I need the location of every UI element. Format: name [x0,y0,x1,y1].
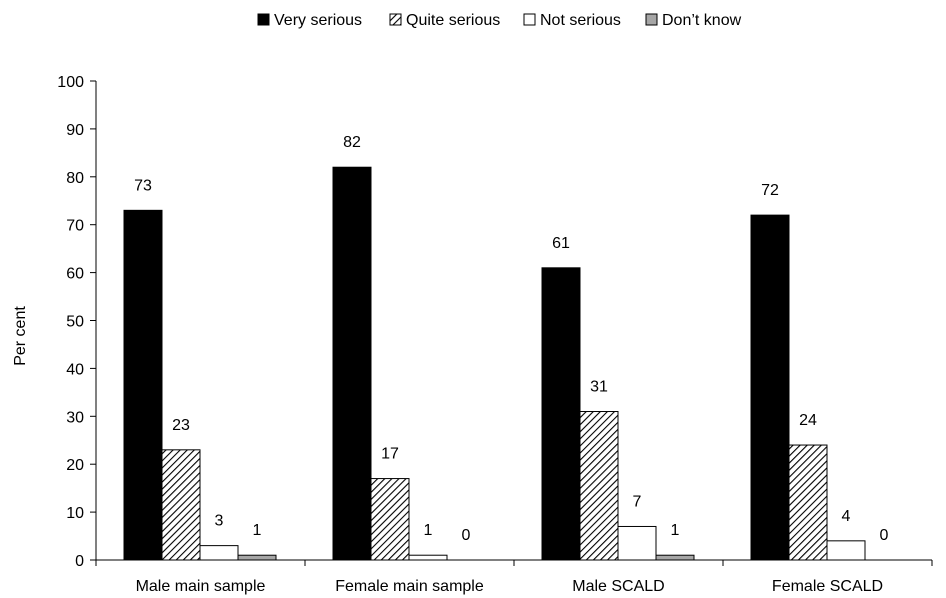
data-label: 72 [761,182,779,199]
data-label: 23 [172,417,190,434]
data-label: 73 [134,177,152,194]
y-tick-label: 0 [75,553,84,570]
bar [161,449,201,561]
data-label: 82 [343,134,361,151]
legend-label: Don’t know [662,12,742,29]
legend-swatch [257,13,270,26]
bar [237,554,277,561]
data-label: 1 [671,522,680,539]
bar [579,411,619,561]
y-tick-label: 30 [66,409,84,426]
y-tick-label: 20 [66,457,84,474]
data-label: 7 [633,493,642,510]
y-tick-label: 40 [66,361,84,378]
bars [123,166,866,561]
x-axis: Male main sample Female main sample Male S… [95,559,933,595]
data-label: 1 [253,522,262,539]
y-tick-label: 100 [57,74,84,91]
data-label: 24 [799,412,817,429]
y-tick-label: 90 [66,122,84,139]
data-label: 0 [880,527,889,544]
x-category-label: Male SCALD [572,578,664,595]
data-label: 17 [381,446,399,463]
bar [123,209,163,561]
bar [617,525,657,561]
x-category-label: Female SCALD [772,578,883,595]
bar [750,214,790,561]
legend: Very serious Quite serious Not serious Don’… [257,12,742,29]
y-axis-title: Per cent [12,306,29,366]
data-label: 31 [590,379,608,396]
data-label: 0 [462,527,471,544]
legend-label: Quite serious [406,12,500,29]
data-label: 61 [552,235,570,252]
data-label: 1 [424,522,433,539]
y-tick-label: 70 [66,218,84,235]
legend-swatch [389,13,402,26]
y-tick-label: 50 [66,314,84,331]
bar [332,166,372,561]
y-axis-title-group: Per cent [12,306,29,366]
bar [655,554,695,561]
bar [408,554,448,561]
data-label: 4 [842,508,851,525]
legend-label: Not serious [540,12,621,29]
y-tick-label: 60 [66,266,84,283]
x-category-label: Male main sample [136,578,266,595]
legend-label: Very serious [274,12,362,29]
x-category-label: Female main sample [335,578,484,595]
y-tick-label: 80 [66,170,84,187]
bar [826,540,866,561]
bar [788,444,828,561]
y-tick-label: 10 [66,505,84,522]
bar [370,478,410,561]
bar [541,267,581,561]
bar [199,545,239,561]
data-label: 3 [215,513,224,530]
legend-swatch [523,13,536,26]
y-axis: 0 10 20 30 40 50 60 70 80 90 100 [57,74,97,570]
legend-swatch [645,13,658,26]
